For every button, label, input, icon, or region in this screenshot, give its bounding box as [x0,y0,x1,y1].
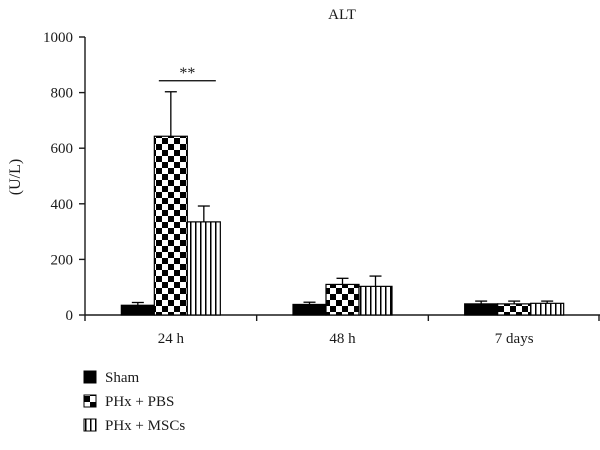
bar-solid [292,303,327,316]
bar-vstripe [358,285,393,316]
legend: Sham PHx + PBS PHx + MSCs [83,370,185,434]
x-tick-label: 7 days [495,331,534,347]
y-tick-label: 400 [51,197,74,213]
legend-swatch-checker [83,394,97,408]
y-tick-label: 200 [51,252,74,268]
bar-solid [464,303,499,316]
annotations: ** [158,65,216,82]
legend-label: PHx + PBS [105,394,174,410]
x-axis: 24 h 48 h 7 days [84,314,600,347]
significance-label: ** [179,65,195,82]
bar-solid [120,304,155,316]
bars [120,91,565,316]
bar-checker [153,135,188,316]
y-axis-label: (U/L) [7,159,24,195]
legend-swatch-solid [83,370,97,384]
bar-checker [325,283,360,316]
y-tick-label: 0 [66,308,74,324]
x-tick-label: 24 h [158,331,185,347]
chart-title: ALT [328,7,356,23]
y-tick-label: 1000 [43,30,73,46]
legend-swatch-vstripe [83,418,97,432]
bar-vstripe [186,221,221,316]
bar-vstripe [530,302,565,316]
x-tick-label: 48 h [329,331,356,347]
bar-checker [497,303,532,316]
legend-label: PHx + MSCs [105,418,185,434]
legend-label: Sham [105,370,140,386]
y-axis: 0 200 400 600 800 1000 [43,30,86,324]
y-tick-label: 800 [51,86,74,102]
y-tick-label: 600 [51,141,74,157]
